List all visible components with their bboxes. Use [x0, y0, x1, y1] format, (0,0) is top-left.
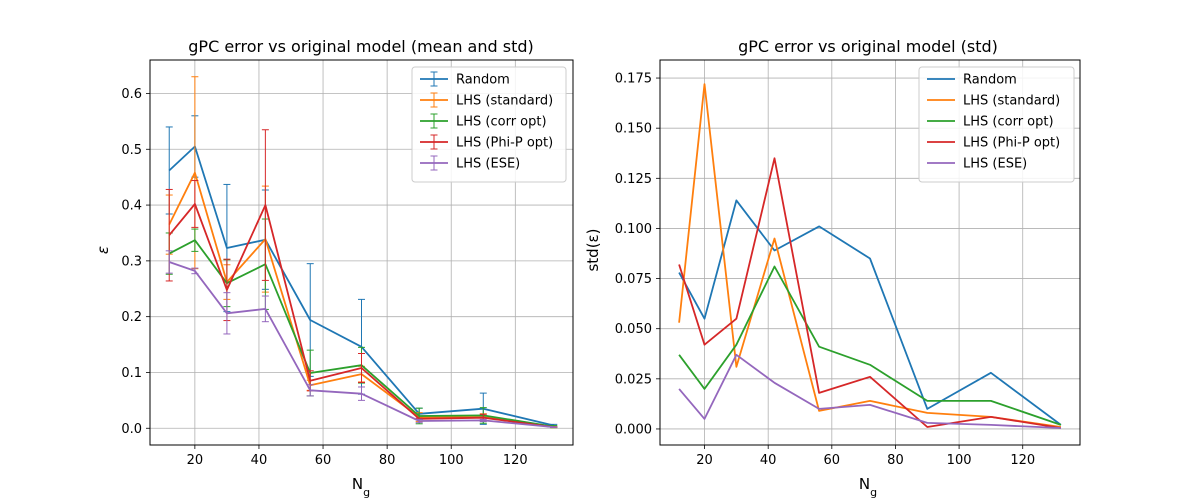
- left-y-tick-label: 0.0: [121, 422, 142, 437]
- series-line: [678, 157, 1062, 429]
- right-y-tick-label: 0.000: [615, 422, 652, 437]
- right-series-random: [678, 199, 1062, 426]
- left-y-axis-label: ε: [94, 246, 112, 254]
- left-y-tick-label: 0.6: [121, 87, 142, 102]
- right-legend-label-lhs-phi-p-opt: LHS (Phi-P opt): [963, 136, 1060, 151]
- right-series-lhs-corr-opt: [678, 265, 1062, 426]
- left-y-tick-label: 0.5: [121, 143, 142, 158]
- right-y-tick-label: 0.025: [615, 372, 652, 387]
- series-line: [678, 265, 1062, 426]
- left-series-lhs-phi-p-opt: [165, 129, 558, 428]
- right-y-tick-label: 0.125: [615, 172, 652, 187]
- right-x-tick-label: 80: [887, 453, 904, 468]
- left-x-tick-label: 100: [439, 453, 464, 468]
- left-x-ticks: 20 40 60 80 100 120: [187, 445, 528, 468]
- right-y-tick-label: 0.150: [615, 122, 652, 137]
- left-y-ticks: 0.0 0.1 0.2 0.3 0.4 0.5 0.6: [121, 87, 150, 437]
- right-series-lhs-ese: [678, 353, 1061, 429]
- left-legend-label-random: Random: [456, 73, 510, 88]
- right-plot-title: gPC error vs original model (std): [738, 37, 998, 56]
- left-series-group: [165, 76, 558, 429]
- series-line: [678, 353, 1061, 429]
- right-series-group: [678, 83, 1062, 429]
- left-legend-label-lhs-standard: LHS (standard): [456, 94, 553, 109]
- left-y-tick-label: 0.3: [121, 254, 142, 269]
- right-y-tick-label: 0.050: [615, 322, 652, 337]
- right-legend-label-lhs-standard: LHS (standard): [963, 94, 1060, 109]
- left-x-tick-label: 120: [503, 453, 528, 468]
- right-legend: Random LHS (standard) LHS (corr opt) LHS (P…: [918, 66, 1075, 183]
- right-legend-label-random: Random: [963, 73, 1017, 88]
- right-y-ticks: 0.000 0.025 0.050 0.075 0.100 0.125 0.150 0.175: [615, 72, 660, 437]
- left-y-tick-label: 0.4: [121, 199, 142, 214]
- right-y-tick-label: 0.175: [615, 72, 652, 87]
- left-x-tick-label: 60: [315, 453, 332, 468]
- left-x-tick-label: 40: [251, 453, 268, 468]
- right-x-tick-label: 100: [947, 453, 972, 468]
- right-axes-frame: [659, 59, 1081, 446]
- right-series-lhs-standard: [678, 83, 1062, 428]
- left-legend-label-lhs-phi-p-opt: LHS (Phi-P opt): [456, 136, 553, 151]
- series-line: [168, 203, 554, 428]
- right-series-lhs-phi-p-opt: [678, 157, 1062, 429]
- left-plot-title: gPC error vs original model (mean and st…: [188, 37, 533, 56]
- left-legend: Random LHS (standard) LHS (corr opt) LHS (P…: [411, 66, 567, 183]
- right-x-tick-label: 40: [760, 453, 777, 468]
- left-x-tick-label: 20: [187, 453, 204, 468]
- right-y-tick-label: 0.100: [615, 222, 652, 237]
- left-legend-label-lhs-ese: LHS (ESE): [456, 157, 520, 172]
- series-line: [168, 261, 554, 428]
- series-line: [678, 83, 1062, 428]
- right-legend-box: [918, 66, 1075, 183]
- left-series-lhs-ese: [165, 250, 558, 428]
- right-plot: gPC error vs original model (std) 20 40 60…: [584, 37, 1081, 499]
- series-line: [168, 145, 555, 427]
- left-legend-label-lhs-corr-opt: LHS (corr opt): [456, 115, 547, 130]
- right-x-tick-label: 120: [1010, 453, 1035, 468]
- right-legend-label-lhs-ese: LHS (ESE): [963, 157, 1027, 172]
- series-line: [678, 199, 1062, 426]
- left-x-tick-label: 80: [379, 453, 396, 468]
- right-x-tick-label: 60: [824, 453, 841, 468]
- left-plot: gPC error vs original model (mean and st…: [94, 37, 574, 499]
- left-y-tick-label: 0.1: [121, 366, 142, 381]
- right-x-tick-label: 20: [696, 453, 713, 468]
- left-axes-frame: [149, 59, 574, 446]
- right-legend-label-lhs-corr-opt: LHS (corr opt): [963, 115, 1054, 130]
- left-y-tick-label: 0.2: [121, 310, 142, 325]
- right-y-tick-label: 0.075: [615, 272, 652, 287]
- left-legend-box: [411, 66, 567, 183]
- right-x-ticks: 20 40 60 80 100 120: [696, 445, 1035, 468]
- right-y-axis-label: std(ε): [584, 228, 602, 271]
